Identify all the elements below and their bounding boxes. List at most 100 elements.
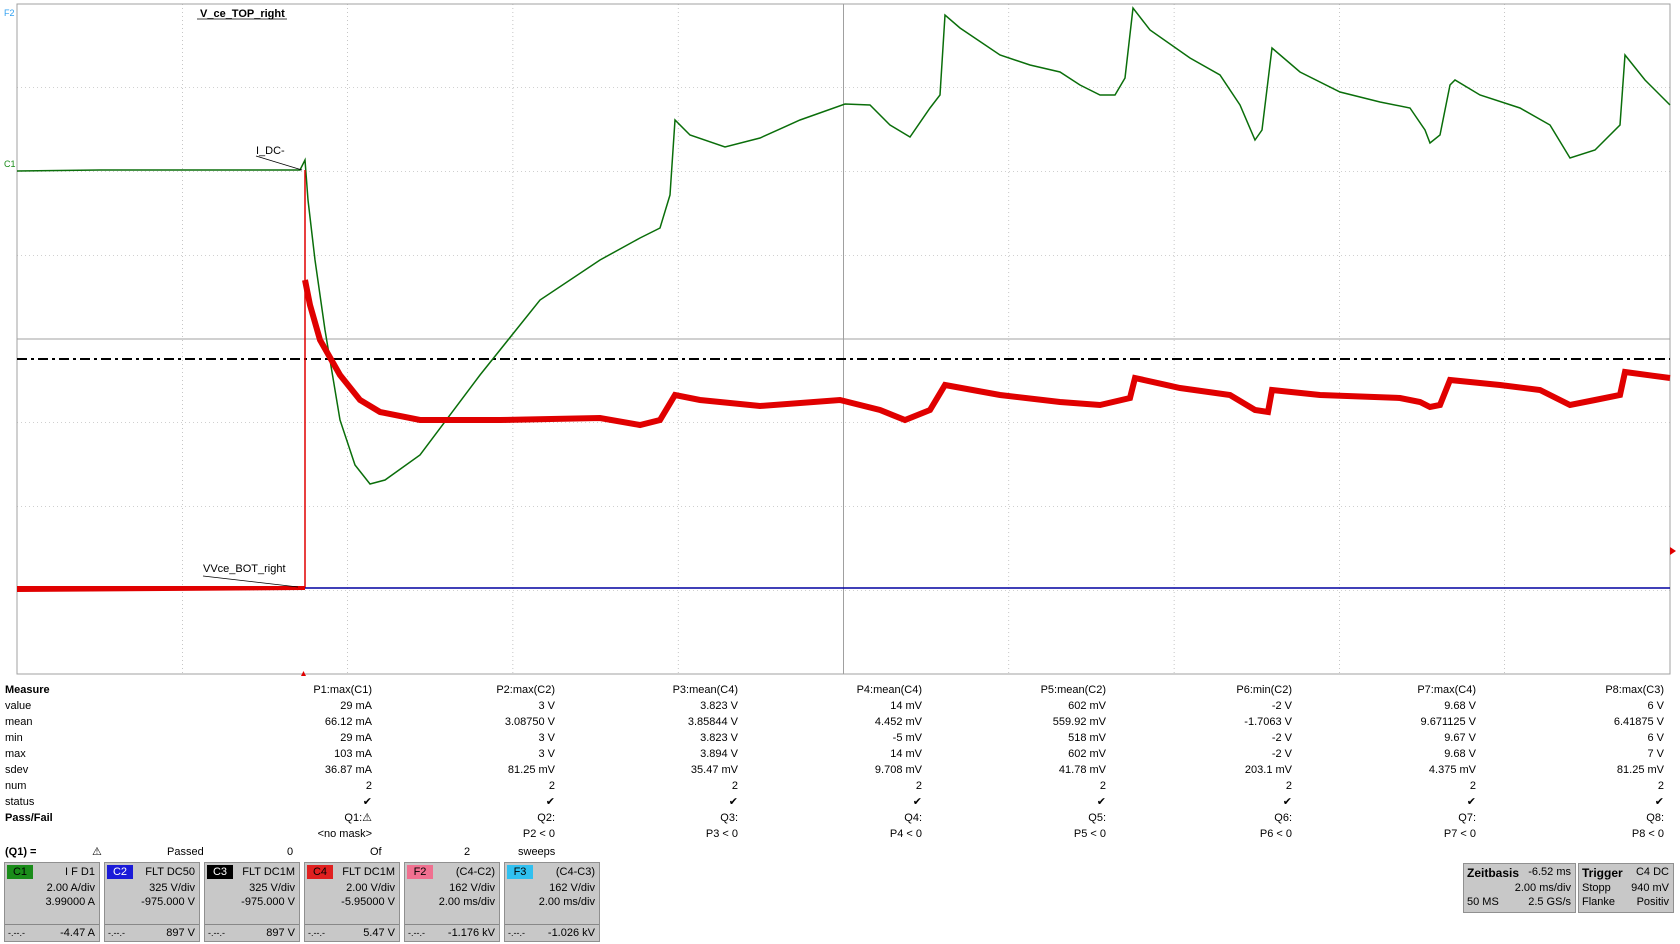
channel-coupling: (C4-C2) bbox=[455, 866, 495, 878]
measure-cell: 518 mV bbox=[1068, 732, 1106, 744]
channel-cursor-left: -.--.- bbox=[8, 928, 25, 938]
trigger-edge-label: Flanke bbox=[1582, 896, 1616, 908]
timebase-box[interactable]: Zeitbasis -6.52 ms 2.00 ms/div 50 MS 2.5… bbox=[1463, 863, 1576, 913]
channel-cursor-left: -.--.- bbox=[308, 928, 325, 938]
measure-cell: 559.92 mV bbox=[1052, 716, 1106, 728]
measure-param-header[interactable]: P5:mean(C2) bbox=[1040, 684, 1106, 696]
measure-cell: 2 bbox=[548, 780, 555, 792]
measure-param-header[interactable]: P4:mean(C4) bbox=[856, 684, 922, 696]
measure-cell: 2 bbox=[731, 780, 738, 792]
passfail-label: Pass/Fail bbox=[5, 812, 53, 824]
channel-cursor-row: -.--.- -1.176 kV bbox=[405, 924, 499, 941]
passfail-q[interactable]: Q2: bbox=[537, 812, 555, 824]
passfail-q[interactable]: Q8: bbox=[1646, 812, 1664, 824]
channel-tag: F3 bbox=[507, 865, 533, 879]
channel-cursor-row: -.--.- -4.47 A bbox=[5, 924, 99, 941]
measure-row-mean: mean 66.12 mA 3.08750 V 3.85844 V 4.452 mV 55… bbox=[0, 715, 1680, 730]
measure-cell: 6.41875 V bbox=[1613, 716, 1664, 728]
channel-box-c4[interactable]: C4 FLT DC1M 2.00 V/div -5.95000 V -.--.- 5.47… bbox=[304, 862, 400, 942]
channel-box-f3[interactable]: F3 (C4-C3) 162 V/div 2.00 ms/div -.--.- -1.02… bbox=[504, 862, 600, 942]
channel-tag: C3 bbox=[207, 865, 233, 879]
measure-param-header[interactable]: P8:max(C3) bbox=[1605, 684, 1664, 696]
measure-row-label: value bbox=[5, 700, 32, 712]
measure-cell: 35.47 mV bbox=[690, 764, 738, 776]
channel-scale: 325 V/div bbox=[249, 882, 295, 894]
passfail-q[interactable]: Q3: bbox=[720, 812, 738, 824]
measure-cell: -2 V bbox=[1271, 732, 1292, 744]
measure-title: Measure bbox=[5, 684, 50, 696]
measure-cell: 7 V bbox=[1647, 748, 1664, 760]
channel-cursor-row: -.--.- 897 V bbox=[205, 924, 299, 941]
measure-param-header[interactable]: P3:mean(C4) bbox=[672, 684, 738, 696]
channel-cursor-left: -.--.- bbox=[208, 928, 225, 938]
measure-cell: 203.1 mV bbox=[1244, 764, 1292, 776]
q1-sweeps-label: sweeps bbox=[518, 846, 556, 858]
measure-cell: -2 V bbox=[1271, 748, 1292, 760]
measure-cell: 9.68 V bbox=[1444, 748, 1476, 760]
measure-cell: 6 V bbox=[1647, 700, 1664, 712]
measure-param-header[interactable]: P6:min(C2) bbox=[1236, 684, 1292, 696]
measure-cell: 3.823 V bbox=[700, 700, 738, 712]
measure-row-sdev: sdev 36.87 mA 81.25 mV 35.47 mV 9.708 mV 41.7… bbox=[0, 763, 1680, 778]
label-idc: I_DC- bbox=[256, 145, 285, 157]
measure-cell: -5 mV bbox=[892, 732, 922, 744]
channel-offset: 2.00 ms/div bbox=[438, 896, 495, 908]
measure-cell: 6 V bbox=[1647, 732, 1664, 744]
passfail-condition: P7 < 0 bbox=[1443, 828, 1476, 840]
measure-row-conditions: <no mask> P2 < 0 P3 < 0 P4 < 0 P5 < 0 P6 < 0 P… bbox=[0, 827, 1680, 842]
channel-offset: 3.99000 A bbox=[45, 896, 95, 908]
timebase-offset: -6.52 ms bbox=[1528, 866, 1571, 878]
measure-row-label: min bbox=[5, 732, 23, 744]
q1-passed-count: 0 bbox=[287, 846, 294, 858]
channel-box-c1[interactable]: C1 I F D1 2.00 A/div 3.99000 A -.--.- -4.47 A bbox=[4, 862, 100, 942]
trigger-time-marker-icon[interactable] bbox=[301, 671, 306, 676]
measure-cell: 2 bbox=[915, 780, 922, 792]
trace-c4-baseline bbox=[17, 586, 305, 592]
passfail-q[interactable]: Q5: bbox=[1088, 812, 1106, 824]
passfail-q[interactable]: Q7: bbox=[1458, 812, 1476, 824]
passfail-q[interactable]: Q4: bbox=[904, 812, 922, 824]
measure-cell: 3.08750 V bbox=[504, 716, 555, 728]
measure-cell: ✔ bbox=[1466, 796, 1476, 808]
measure-cell: -2 V bbox=[1271, 700, 1292, 712]
measure-cell: 3.894 V bbox=[700, 748, 738, 760]
channel-box-c3[interactable]: C3 FLT DC1M 325 V/div -975.000 V -.--.- 897 V bbox=[204, 862, 300, 942]
channel-box-f2[interactable]: F2 (C4-C2) 162 V/div 2.00 ms/div -.--.- -1.17… bbox=[404, 862, 500, 942]
trace-c4-vce bbox=[302, 279, 1671, 429]
waveform-display[interactable]: V_ce_TOP_right I_DC- VVce_BOT_right F2 C… bbox=[0, 0, 1680, 680]
channel-cursor-value: 897 V bbox=[266, 927, 295, 939]
measure-row-value: value 29 mA 3 V 3.823 V 14 mV 602 mV -2 V 9.68 … bbox=[0, 699, 1680, 714]
measure-cell: 29 mA bbox=[340, 700, 372, 712]
measure-param-header[interactable]: P2:max(C2) bbox=[496, 684, 555, 696]
measure-cell: 602 mV bbox=[1068, 700, 1106, 712]
measure-cell: 3 V bbox=[538, 700, 555, 712]
passfail-q[interactable]: Q1:⚠ bbox=[344, 812, 372, 824]
channel-box-c2[interactable]: C2 FLT DC50 325 V/div -975.000 V -.--.- 897 V bbox=[104, 862, 200, 942]
channel-cursor-left: -.--.- bbox=[408, 928, 425, 938]
measure-cell: 2 bbox=[1469, 780, 1476, 792]
measure-cell: 4.375 mV bbox=[1428, 764, 1476, 776]
measure-cell: 29 mA bbox=[340, 732, 372, 744]
channel-coupling: (C4-C3) bbox=[555, 866, 595, 878]
measure-cell: ✔ bbox=[1654, 796, 1664, 808]
passfail-q[interactable]: Q6: bbox=[1274, 812, 1292, 824]
measure-cell: 9.671125 V bbox=[1420, 716, 1476, 728]
channel-tag: C1 bbox=[7, 865, 33, 879]
trigger-box[interactable]: Trigger C4 DC Stopp 940 mV Flanke Positi… bbox=[1578, 863, 1674, 913]
channel-cursor-value: -1.176 kV bbox=[447, 927, 495, 939]
measure-cell: 9.708 mV bbox=[874, 764, 922, 776]
timebase-div: 2.00 ms/div bbox=[1514, 882, 1571, 894]
measure-param-header[interactable]: P7:max(C4) bbox=[1417, 684, 1476, 696]
trace-c1-idc bbox=[16, 6, 1671, 485]
marker-c1: C1 bbox=[4, 159, 16, 169]
measurement-table: Measure P1:max(C1) P2:max(C2) P3:mean(C4) P… bbox=[0, 683, 1680, 858]
passfail-condition: P8 < 0 bbox=[1631, 828, 1664, 840]
measure-cell: 602 mV bbox=[1068, 748, 1106, 760]
trigger-level-marker-icon[interactable] bbox=[1670, 547, 1676, 555]
measure-param-header[interactable]: P1:max(C1) bbox=[313, 684, 372, 696]
measure-cell: 2 bbox=[1657, 780, 1664, 792]
marker-f2: F2 bbox=[4, 8, 15, 18]
channel-scale: 162 V/div bbox=[449, 882, 495, 894]
measure-cell: 81.25 mV bbox=[1616, 764, 1664, 776]
warning-icon: ⚠ bbox=[92, 846, 102, 858]
